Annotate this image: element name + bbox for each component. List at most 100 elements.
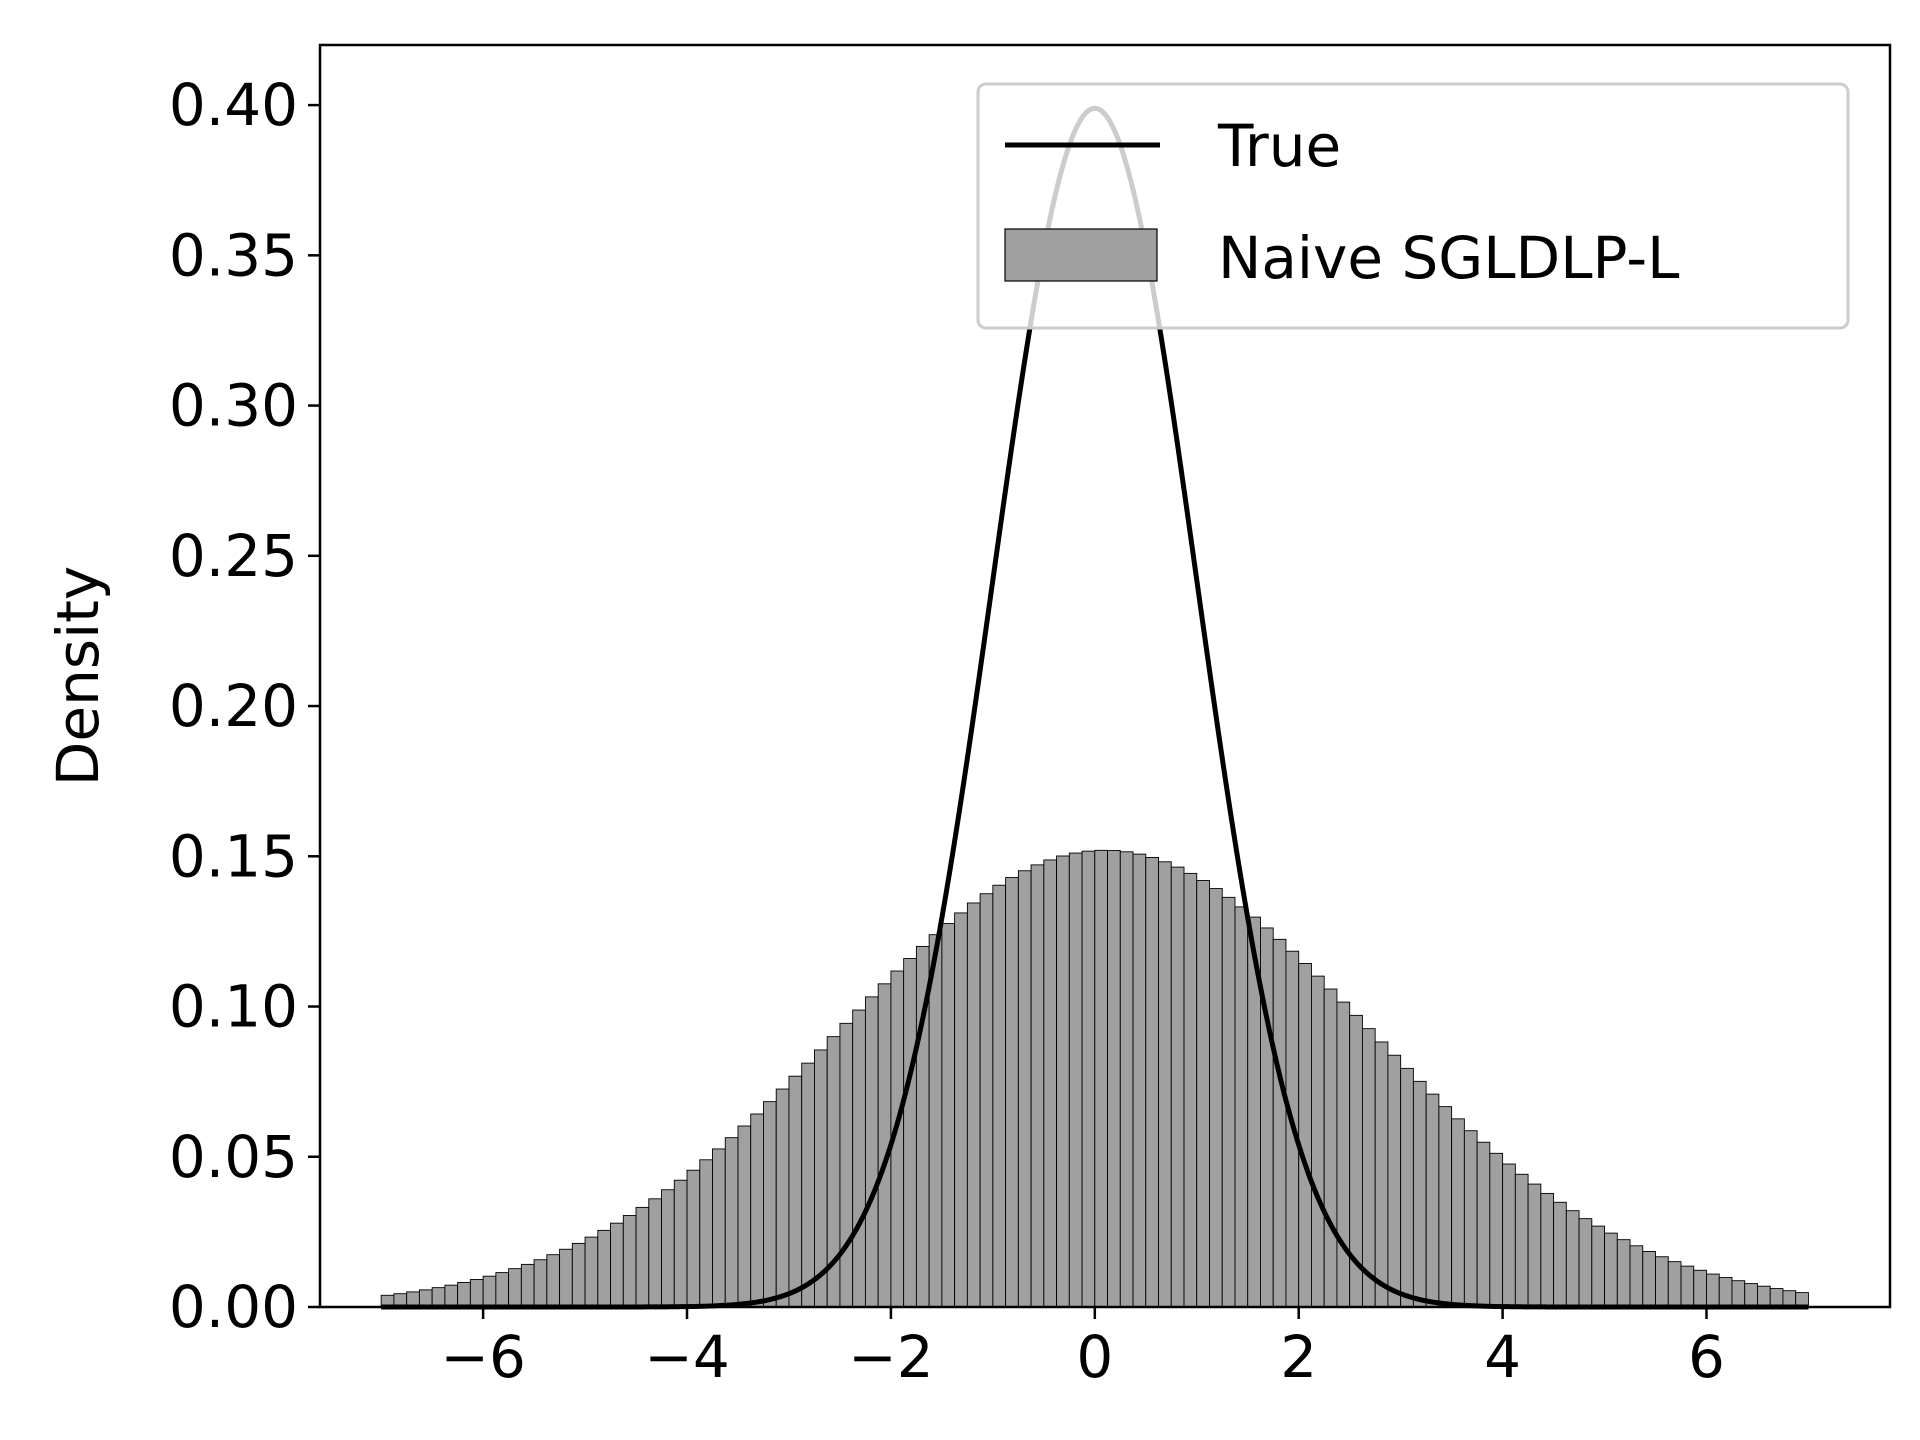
- histogram-bar: [1361, 1028, 1376, 1308]
- histogram-bar: [546, 1254, 561, 1308]
- histogram-bar: [571, 1242, 586, 1308]
- histogram-bar: [1438, 1106, 1453, 1308]
- histogram-bar: [1629, 1245, 1644, 1308]
- histogram-bar: [750, 1113, 764, 1308]
- histogram-bar: [763, 1101, 777, 1308]
- histogram-bar: [673, 1179, 688, 1308]
- histogram-bar: [1680, 1265, 1695, 1308]
- histogram-bar: [1170, 866, 1185, 1308]
- histogram-bar: [1119, 851, 1134, 1308]
- histogram-bar: [1565, 1210, 1580, 1308]
- histogram-bar: [1005, 877, 1019, 1308]
- histogram-bar: [992, 884, 1007, 1308]
- histogram-bar: [1081, 850, 1096, 1308]
- histogram-bar: [1310, 975, 1325, 1308]
- histogram-bar: [444, 1284, 459, 1308]
- histogram-bar: [1272, 938, 1287, 1308]
- histogram-bar: [852, 1009, 866, 1308]
- x-tick-label: 0: [1076, 1323, 1113, 1391]
- histogram-bar: [966, 902, 981, 1308]
- x-axis-ticks: −6 −4 −2 0 2 4 6: [440, 1307, 1725, 1391]
- y-tick-label: 0.35: [169, 221, 298, 289]
- y-tick-label: 0.20: [169, 672, 298, 740]
- histogram-bar: [559, 1248, 573, 1308]
- y-tick-label: 0.15: [169, 822, 298, 890]
- plot-frame: [318, 43, 1892, 1309]
- y-tick-label: 0.40: [169, 71, 298, 139]
- histogram-bar: [431, 1287, 446, 1308]
- histogram-bar: [1158, 861, 1172, 1308]
- legend: True Naive SGLDLP-L: [976, 82, 1850, 330]
- histogram-bar: [1132, 853, 1147, 1308]
- histogram-bar: [1693, 1269, 1707, 1308]
- histogram-bar: [1068, 852, 1083, 1308]
- histogram-bar: [1209, 888, 1223, 1308]
- histogram-bar: [635, 1206, 650, 1308]
- histogram-bar: [686, 1169, 701, 1308]
- histogram-bar: [1017, 870, 1032, 1308]
- histogram-bar: [737, 1125, 752, 1308]
- histogram-bar: [1336, 1001, 1351, 1308]
- histogram-bar: [1412, 1080, 1427, 1308]
- histogram-bar: [648, 1198, 662, 1308]
- histogram-bar: [699, 1159, 713, 1308]
- histogram-bars: [380, 849, 1809, 1308]
- histogram-bar: [610, 1222, 624, 1308]
- histogram-bar: [903, 958, 917, 1308]
- histogram-bar: [1298, 963, 1312, 1308]
- histogram-bar: [622, 1215, 637, 1308]
- histogram-bar: [1604, 1232, 1618, 1308]
- histogram-bar: [1030, 864, 1045, 1308]
- histogram-bar: [1183, 872, 1198, 1308]
- histogram-bar: [712, 1148, 726, 1308]
- histogram-bar: [1094, 849, 1108, 1308]
- histogram-bar: [1107, 850, 1121, 1308]
- histogram-bar: [1527, 1183, 1542, 1308]
- x-tick-label: 2: [1280, 1323, 1317, 1391]
- x-tick-label: 6: [1688, 1323, 1725, 1391]
- histogram-bar: [1553, 1201, 1567, 1308]
- histogram-bar: [1655, 1256, 1669, 1308]
- histogram-bar: [1502, 1163, 1516, 1308]
- histogram-bar: [1578, 1218, 1593, 1308]
- y-tick-label: 0.10: [169, 973, 298, 1041]
- histogram-bar: [788, 1075, 803, 1308]
- legend-label-true: True: [1217, 112, 1341, 180]
- histogram-bar: [1591, 1225, 1605, 1308]
- legend-label-naive-sgldlp-l: Naive SGLDLP-L: [1218, 224, 1679, 292]
- x-tick-label: 4: [1484, 1323, 1521, 1391]
- histogram-bar: [482, 1275, 497, 1308]
- histogram-bar: [1196, 880, 1210, 1308]
- legend-box: [976, 82, 1850, 330]
- histogram-bar: [954, 912, 968, 1308]
- histogram-bar: [775, 1088, 790, 1308]
- histogram-bar: [661, 1189, 675, 1308]
- x-tick-label: −4: [644, 1323, 730, 1391]
- histogram-bar: [1667, 1261, 1682, 1308]
- histogram-bar: [1323, 988, 1338, 1308]
- histogram-bar: [1769, 1288, 1784, 1308]
- plot-area: [380, 105, 1809, 1310]
- histogram-bar: [1043, 859, 1058, 1308]
- histogram-bar: [1616, 1239, 1631, 1308]
- histogram-bar: [1145, 856, 1159, 1308]
- histogram-bar: [1540, 1192, 1555, 1308]
- histogram-bar: [839, 1022, 854, 1308]
- histogram-bar: [533, 1259, 548, 1308]
- histogram-bar: [1706, 1273, 1720, 1308]
- histogram-bar: [1221, 896, 1236, 1308]
- x-tick-label: −2: [848, 1323, 934, 1391]
- histogram-bar: [1757, 1285, 1771, 1308]
- x-tick-label: −6: [440, 1323, 526, 1391]
- histogram-bar: [1463, 1130, 1478, 1308]
- histogram-bar: [520, 1263, 535, 1308]
- histogram-bar: [1400, 1067, 1414, 1308]
- y-tick-label: 0.00: [169, 1273, 298, 1341]
- histogram-bar: [1489, 1152, 1504, 1308]
- histogram-bar: [1451, 1118, 1465, 1308]
- histogram-bar: [1744, 1283, 1758, 1308]
- histogram-bar: [584, 1236, 599, 1308]
- y-tick-label: 0.05: [169, 1123, 298, 1191]
- histogram-bar: [418, 1289, 433, 1308]
